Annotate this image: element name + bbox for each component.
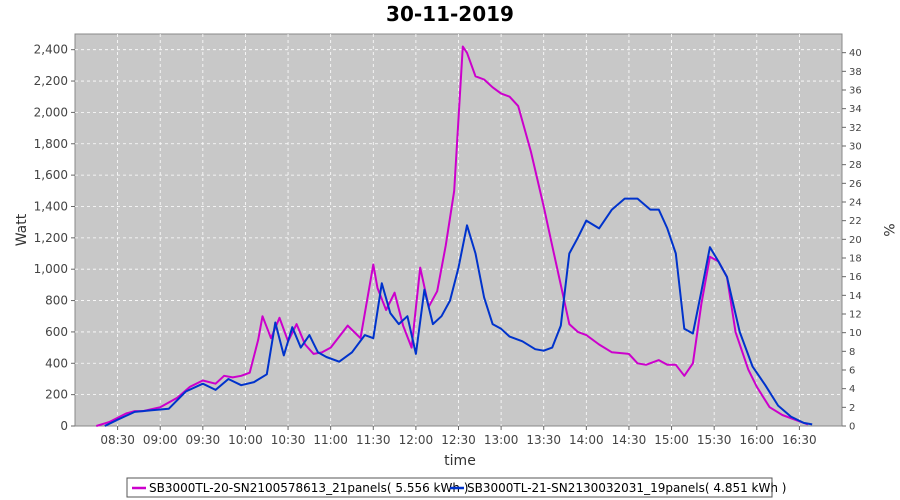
y-tick-label: 2,400	[34, 43, 68, 57]
y2-tick-label: 12	[849, 310, 862, 321]
y2-axis-label: %	[880, 223, 896, 236]
x-tick-label: 15:00	[654, 433, 689, 447]
x-tick-label: 14:00	[569, 433, 604, 447]
series-line-1	[96, 45, 809, 427]
y2-tick-label: 30	[849, 142, 862, 153]
y2-tick-label: 2	[849, 403, 855, 414]
y-tick-label: 1,000	[34, 262, 68, 276]
series-line-2	[104, 197, 813, 427]
series-lines	[96, 45, 813, 427]
x-tick-label: 10:30	[271, 433, 306, 447]
x-axis-ticks: 08:30 09:00 09:30 10:00 10:30 11:00 11:30 12:00…	[100, 426, 817, 447]
x-tick-label: 13:00	[484, 433, 519, 447]
legend-label-2: SB3000TL-21-SN2130032031_19panels( 4.851…	[467, 481, 786, 495]
y2-tick-label: 8	[849, 347, 855, 358]
plot-area	[74, 33, 843, 427]
x-tick-label: 11:30	[356, 433, 391, 447]
x-tick-label: 16:30	[782, 433, 817, 447]
x-gridlines	[117, 34, 800, 426]
y2-tick-label: 18	[849, 254, 862, 265]
y-axis-ticks: 0 200 400 600 800 1,000 1,200 1,400 1,600 1,800 2,…	[34, 43, 75, 433]
y-tick-label: 1,200	[34, 231, 68, 245]
y2-tick-label: 40	[849, 48, 862, 59]
y2-tick-label: 34	[849, 104, 862, 115]
y2-tick-label: 32	[849, 123, 862, 134]
y2-tick-label: 16	[849, 272, 862, 283]
y-tick-label: 1,600	[34, 168, 68, 182]
y2-tick-label: 36	[849, 86, 862, 97]
y2-tick-label: 28	[849, 160, 862, 171]
y-tick-label: 2,200	[34, 74, 68, 88]
y2-tick-label: 0	[849, 422, 855, 433]
y-tick-label: 2,000	[34, 105, 68, 119]
chart-title: 30-11-2019	[386, 2, 514, 26]
x-axis-label: time	[444, 453, 476, 469]
x-tick-label: 09:00	[143, 433, 178, 447]
legend: SB3000TL-20-SN2100578613_21panels( 5.556…	[126, 477, 786, 498]
y2-tick-label: 10	[849, 328, 862, 339]
x-tick-label: 14:30	[612, 433, 647, 447]
y-tick-label: 1,800	[34, 137, 68, 151]
y2-tick-label: 20	[849, 235, 862, 246]
y-tick-label: 800	[45, 294, 68, 308]
y2-tick-label: 38	[849, 67, 862, 78]
x-tick-label: 08:30	[100, 433, 135, 447]
x-tick-label: 16:00	[739, 433, 774, 447]
legend-box	[126, 477, 773, 498]
y-tick-label: 200	[45, 388, 68, 402]
y-tick-label: 600	[45, 325, 68, 339]
y-axis-label: Watt	[14, 213, 30, 246]
x-tick-label: 12:00	[399, 433, 434, 447]
y-tick-label: 400	[45, 356, 68, 370]
y-tick-label: 1,400	[34, 199, 68, 213]
y2-tick-label: 24	[849, 198, 862, 209]
x-tick-label: 09:30	[186, 433, 221, 447]
y2-tick-label: 22	[849, 216, 862, 227]
y-tick-label: 0	[60, 419, 68, 433]
y2-tick-label: 14	[849, 291, 862, 302]
y2-tick-label: 26	[849, 179, 862, 190]
y2-tick-label: 6	[849, 366, 855, 377]
y2-tick-label: 4	[849, 384, 855, 395]
x-tick-label: 13:30	[526, 433, 561, 447]
legend-label-1: SB3000TL-20-SN2100578613_21panels( 5.556…	[149, 481, 468, 495]
x-tick-label: 10:00	[228, 433, 263, 447]
x-tick-label: 15:30	[697, 433, 732, 447]
x-tick-label: 12:30	[441, 433, 476, 447]
x-tick-label: 11:00	[313, 433, 348, 447]
